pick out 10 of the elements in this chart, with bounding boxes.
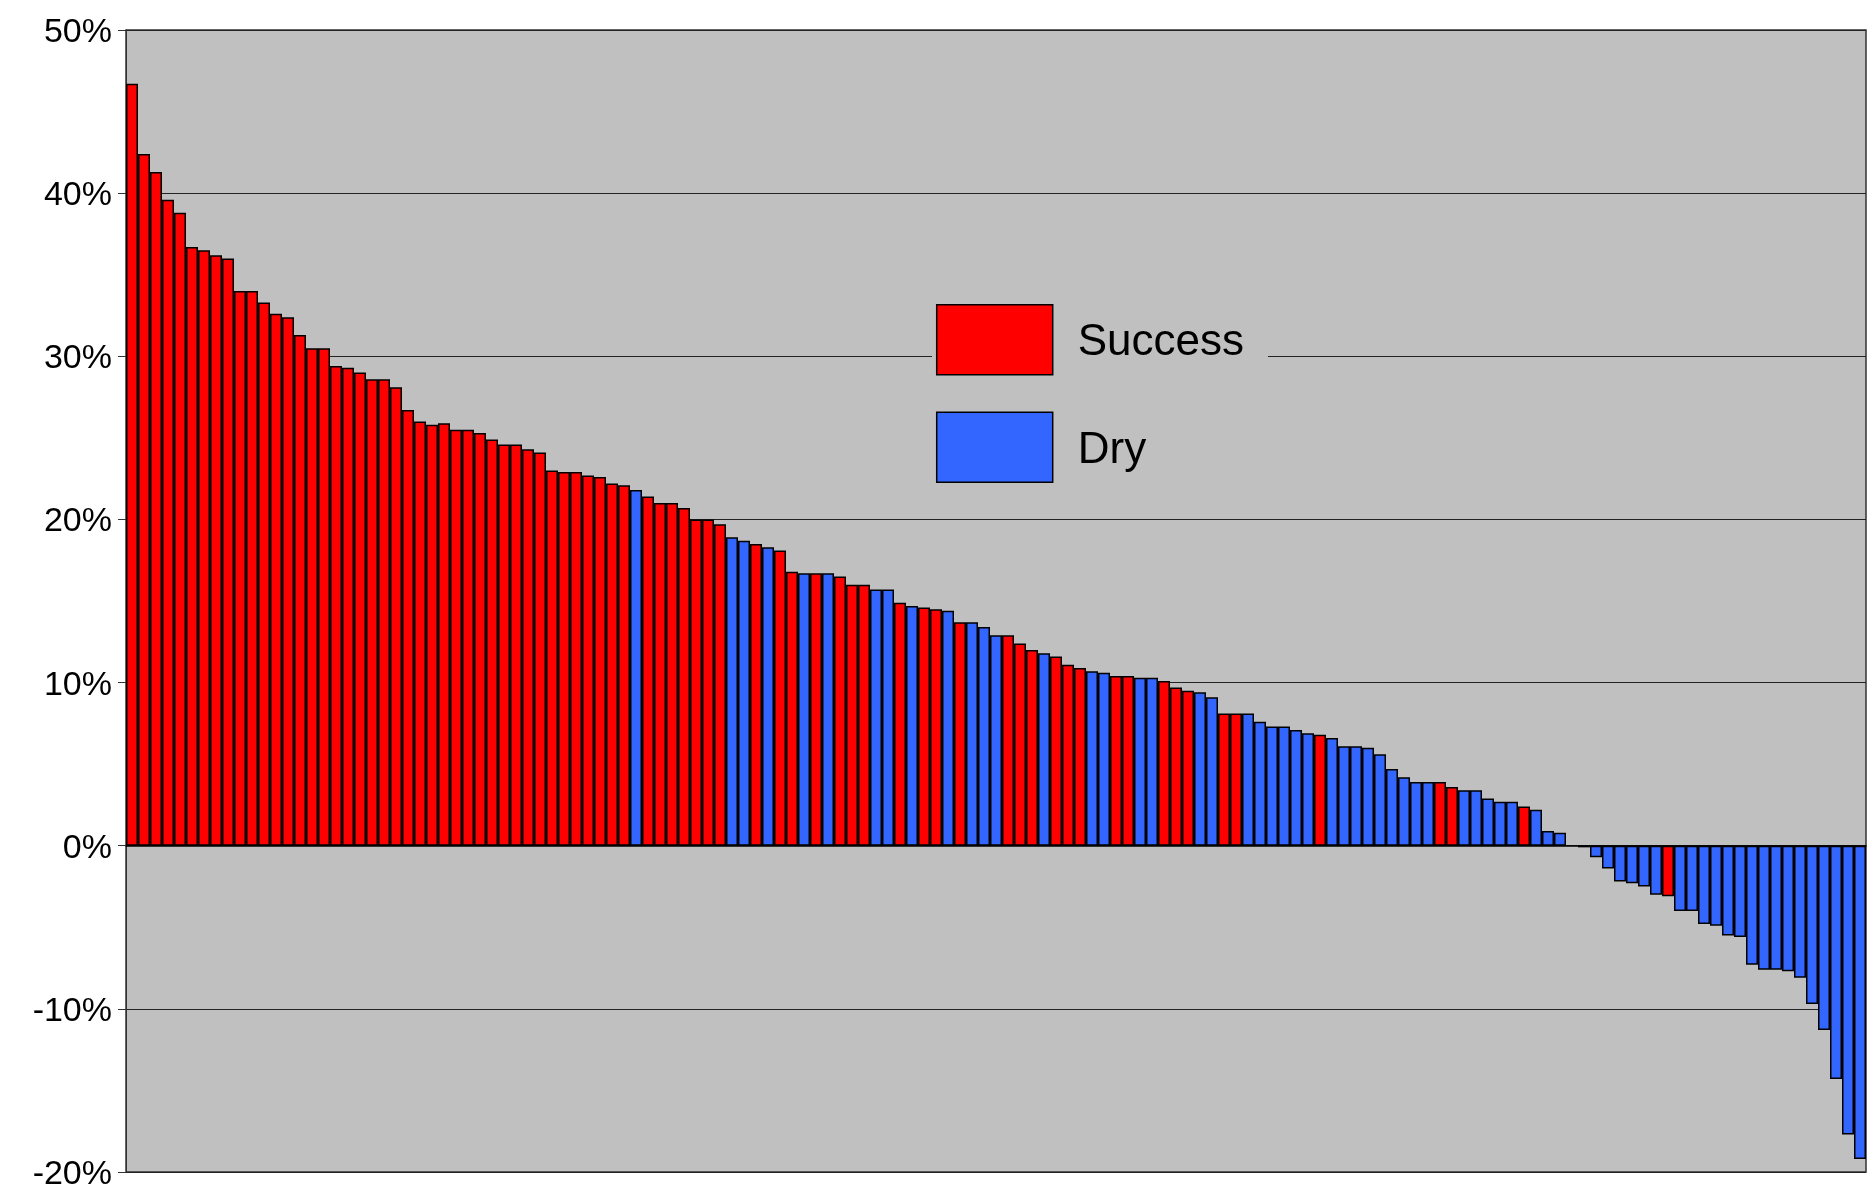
- y-tick-label: -10%: [32, 989, 112, 1028]
- y-tick-label: 50%: [43, 11, 112, 49]
- legend-label: Dry: [1077, 422, 1147, 472]
- y-tick-label: 20%: [43, 500, 112, 539]
- y-tick-label: 40%: [43, 174, 112, 213]
- y-tick-label: -20%: [32, 1153, 112, 1190]
- y-tick-label: 30%: [43, 337, 112, 376]
- y-tick-label: 10%: [43, 663, 112, 702]
- y-tick-label: 0%: [62, 826, 112, 865]
- legend-label: Success: [1077, 315, 1245, 365]
